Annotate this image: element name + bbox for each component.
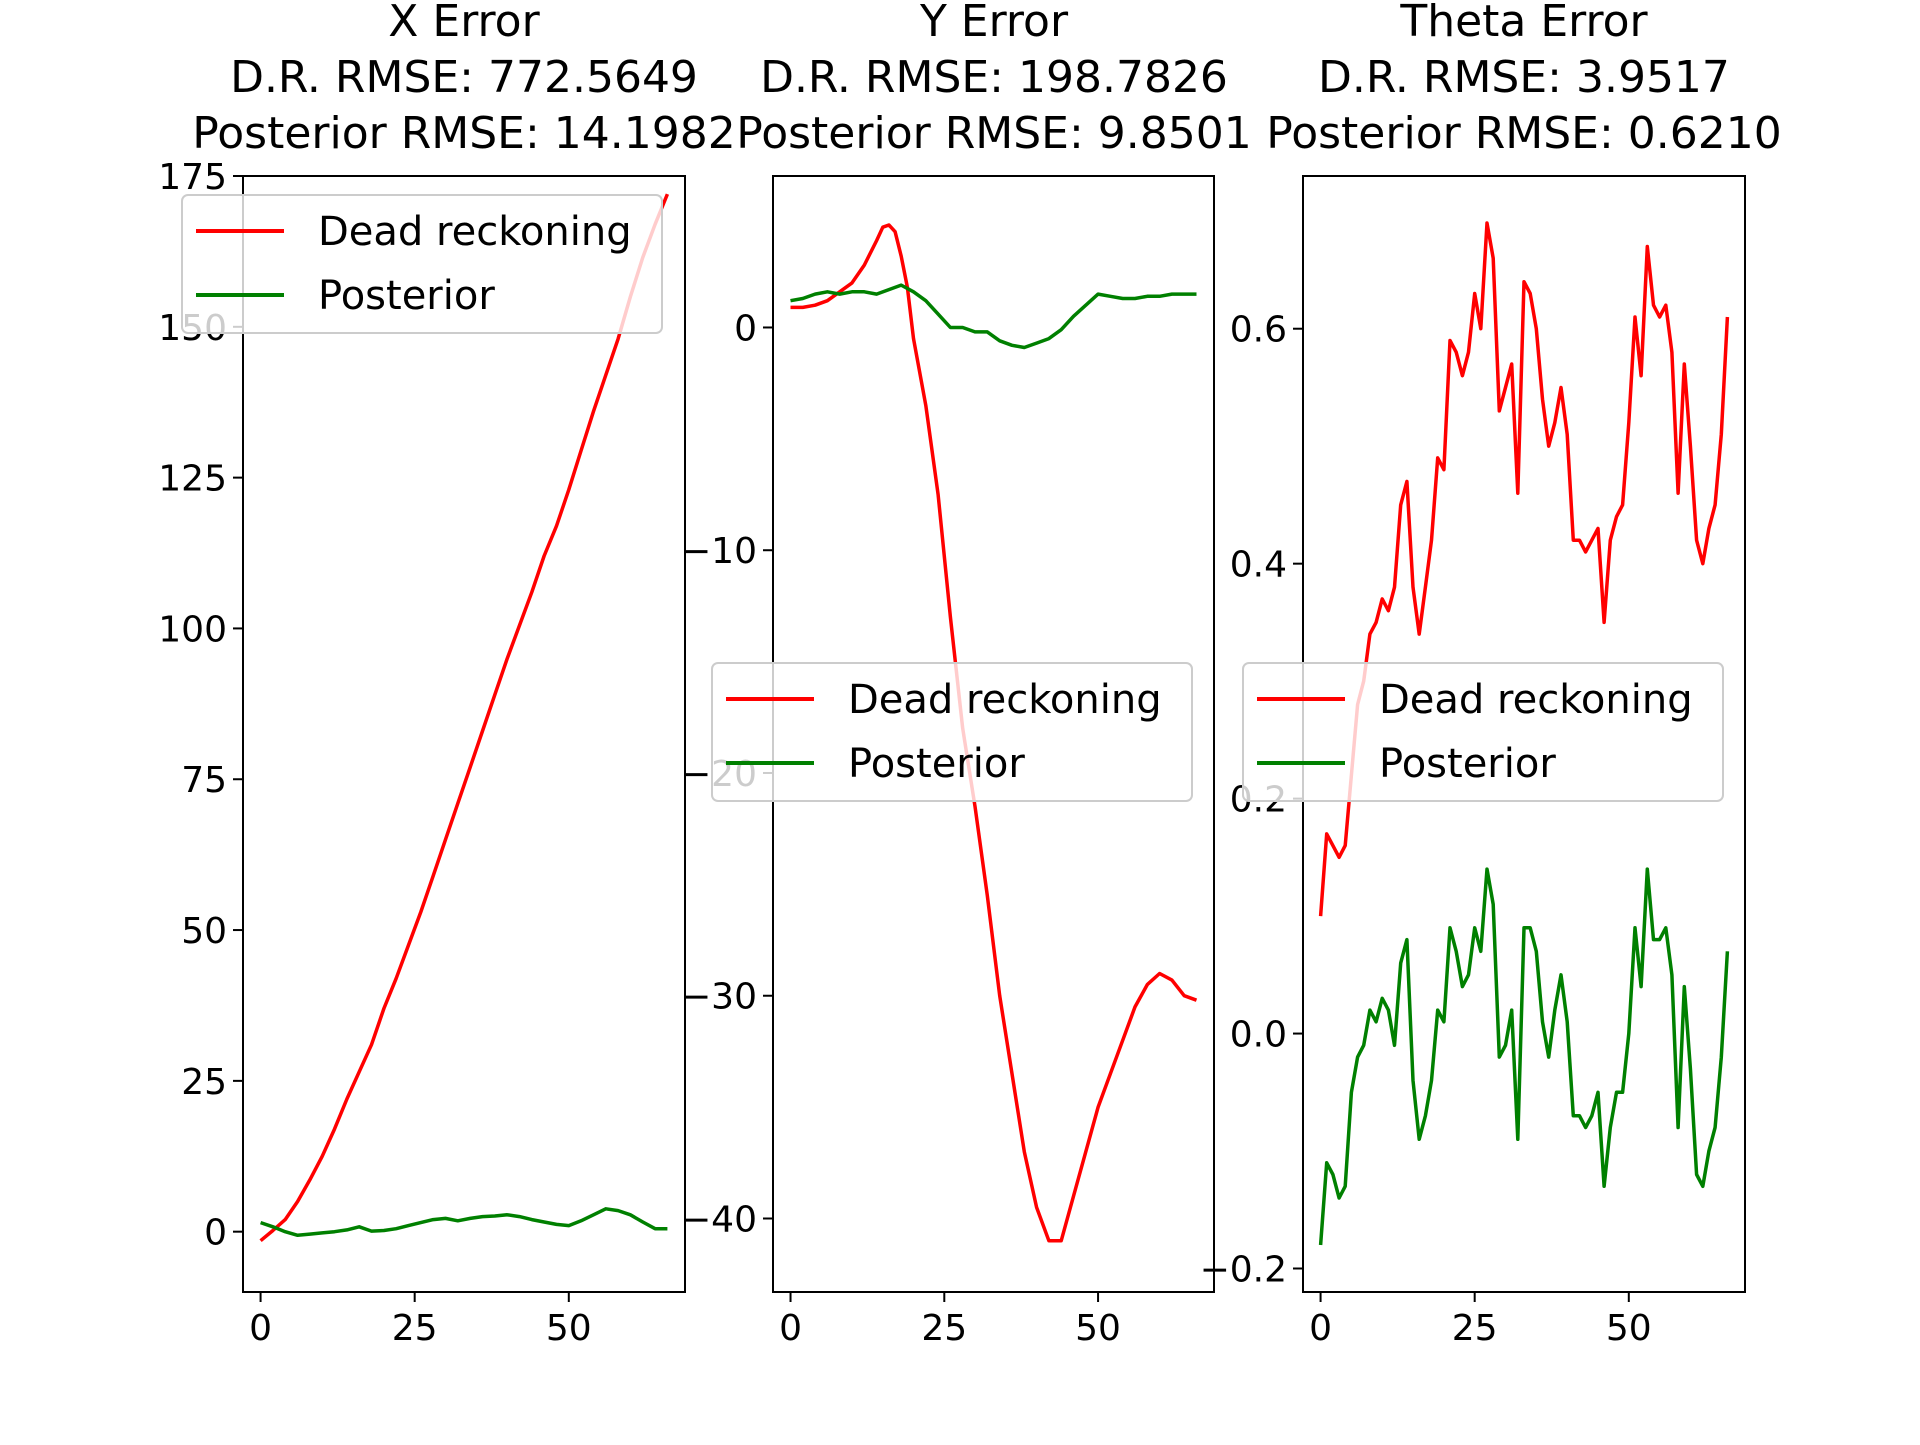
- chart-title-line-2: D.R. RMSE: 3.9517: [1318, 52, 1730, 103]
- legend-label-dead-reckoning: Dead reckoning: [1379, 677, 1693, 723]
- legend-box: [711, 662, 1193, 802]
- y-tick-label: −30: [681, 977, 757, 1018]
- legend: Dead reckoning Posterior: [1242, 662, 1724, 802]
- y-tick-label: −0.2: [1200, 1250, 1287, 1291]
- chart-title-line-1: X Error: [388, 0, 540, 47]
- x-tick-label: 0: [779, 1308, 802, 1349]
- legend-box: [181, 194, 663, 334]
- y-tick-label: 0.4: [1230, 545, 1287, 586]
- legend-label-posterior: Posterior: [1379, 741, 1556, 787]
- x-tick-label: 50: [1606, 1308, 1652, 1349]
- x-tick-label: 25: [392, 1308, 438, 1349]
- legend-label-dead-reckoning: Dead reckoning: [848, 677, 1162, 723]
- series-line-dead-reckoning: [259, 193, 670, 1243]
- axes-frame: [242, 175, 686, 1293]
- legend: Dead reckoning Posterior: [181, 194, 663, 334]
- y-tick-label: 0: [734, 308, 757, 349]
- series-line-dead-reckoning: [1318, 221, 1730, 917]
- y-tick-label: −40: [681, 1199, 757, 1240]
- chart-title-line-3: Posterior RMSE: 9.8501: [736, 108, 1251, 159]
- x-tick-label: 50: [546, 1308, 592, 1349]
- chart-title-line-3: Posterior RMSE: 14.1982: [192, 108, 735, 159]
- chart-title-line-3: Posterior RMSE: 0.6210: [1266, 108, 1781, 159]
- x-tick-label: 25: [921, 1308, 967, 1349]
- y-tick-label: 75: [181, 760, 227, 801]
- legend-label-posterior: Posterior: [318, 273, 495, 319]
- chart-title-line-1: Y Error: [919, 0, 1069, 47]
- legend: Dead reckoning Posterior: [711, 662, 1193, 802]
- legend-label-dead-reckoning: Dead reckoning: [318, 209, 632, 255]
- series-line-dead-reckoning: [790, 223, 1198, 1243]
- y-tick-label: 0: [204, 1213, 227, 1254]
- y-tick-label: 0.0: [1230, 1015, 1287, 1056]
- y-tick-label: 175: [158, 157, 227, 198]
- y-tick-label: 25: [181, 1062, 227, 1103]
- series-line-posterior: [260, 1207, 668, 1238]
- x-tick-label: 50: [1075, 1308, 1121, 1349]
- legend-box: [1242, 662, 1724, 802]
- y-tick-label: 100: [158, 609, 227, 650]
- series-line-posterior: [1318, 867, 1730, 1246]
- chart-title-line-1: Theta Error: [1399, 0, 1648, 47]
- y-tick-label: −10: [681, 531, 757, 572]
- series-line-posterior: [790, 283, 1197, 350]
- chart-title-line-2: D.R. RMSE: 772.5649: [230, 52, 698, 103]
- y-tick-label: 125: [158, 459, 227, 500]
- chart-title-line-2: D.R. RMSE: 198.7826: [760, 52, 1228, 103]
- y-tick-label: 50: [181, 911, 227, 952]
- x-tick-label: 0: [1309, 1308, 1332, 1349]
- x-tick-label: 0: [249, 1308, 272, 1349]
- legend-label-posterior: Posterior: [848, 741, 1025, 787]
- x-tick-label: 25: [1452, 1308, 1498, 1349]
- y-tick-label: 0.6: [1230, 310, 1287, 351]
